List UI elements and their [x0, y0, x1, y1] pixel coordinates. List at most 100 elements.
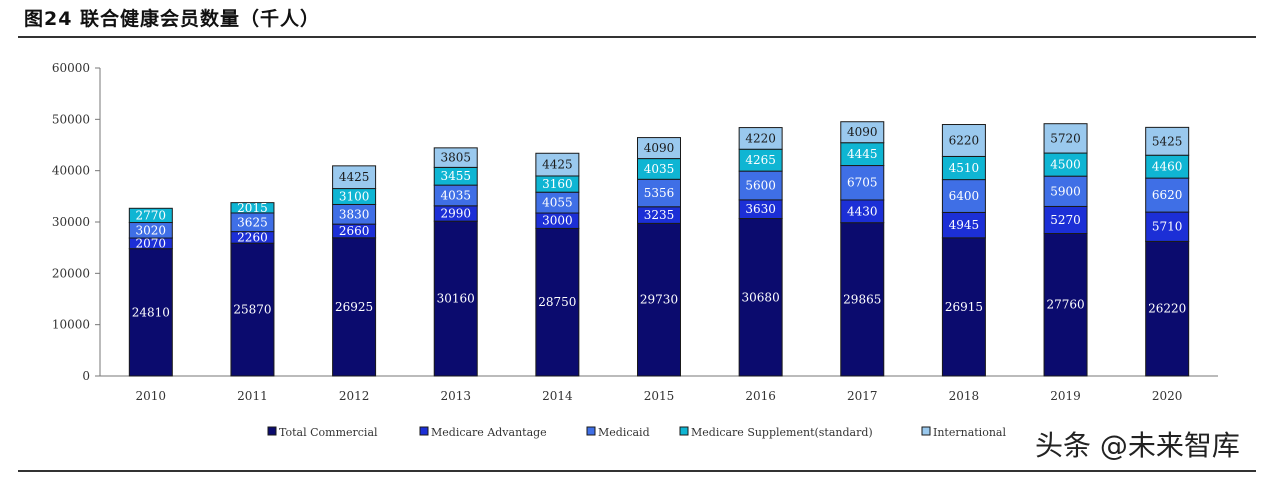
- bar-segment: [128, 207, 173, 224]
- legend: Total Commercial Medicare Advantage Medica…: [267, 426, 1006, 439]
- segment-data-label: 2260: [237, 230, 268, 244]
- segment-data-label: 26220: [1148, 302, 1186, 316]
- bar-segment: [738, 170, 783, 201]
- segment-data-label: 26925: [335, 300, 373, 314]
- legend-label: Total Commercial: [279, 426, 378, 439]
- legend-label: Medicare Advantage: [431, 426, 547, 439]
- top-rule: [18, 36, 1256, 38]
- segment-data-label: 4510: [949, 161, 980, 175]
- bar-segment: [941, 211, 986, 239]
- legend-swatch: [679, 426, 689, 436]
- segment-data-label: 5425: [1152, 134, 1183, 148]
- segment-data-label: 4460: [1152, 160, 1183, 174]
- segment-data-label: 27760: [1046, 298, 1084, 312]
- axes: 0 10000 20000 30000 40000 50000 60000 2010 2011 2…: [52, 61, 1218, 403]
- segment-data-label: 4220: [745, 131, 776, 145]
- x-tick-label: 2012: [339, 389, 370, 403]
- segment-data-label: 3160: [542, 177, 573, 191]
- segment-data-label: 2990: [440, 207, 471, 221]
- y-tick-label: 40000: [52, 164, 90, 178]
- segment-data-label: 4090: [644, 141, 675, 155]
- bar-segment: [941, 124, 986, 157]
- bar-segment: [1145, 177, 1190, 213]
- legend-swatch: [419, 426, 429, 436]
- y-tick-label: 60000: [52, 61, 90, 75]
- segment-data-label: 4090: [847, 125, 878, 139]
- bar-segment: [840, 165, 885, 201]
- segment-data-label: 2015: [237, 201, 268, 215]
- x-tick-label: 2013: [440, 389, 471, 403]
- chart-title: 图24 联合健康会员数量（千人）: [24, 8, 321, 30]
- legend-swatch: [921, 426, 931, 436]
- bar-segment: [433, 220, 478, 377]
- y-tick-label: 30000: [52, 215, 90, 229]
- segment-data-label: 5270: [1050, 213, 1081, 227]
- legend-label: International: [933, 426, 1006, 439]
- bar-segment: [637, 222, 681, 377]
- bar-segment: [941, 237, 986, 377]
- segment-data-label: 2770: [136, 208, 167, 222]
- bar-segment: [535, 227, 580, 377]
- segment-data-label: 4945: [949, 218, 980, 232]
- y-tick-label: 20000: [52, 266, 90, 280]
- segment-data-label: 25870: [233, 303, 271, 317]
- legend-label: Medicaid: [598, 426, 650, 439]
- segment-data-label: 3830: [339, 207, 370, 221]
- x-tick-label: 2018: [949, 389, 980, 403]
- segment-data-label: 28750: [538, 295, 576, 309]
- segment-data-label: 3235: [644, 208, 675, 222]
- segment-data-label: 3455: [440, 169, 471, 183]
- segment-data-label: 4445: [847, 147, 878, 161]
- segment-data-label: 4035: [644, 162, 675, 176]
- segment-data-label: 26915: [945, 300, 983, 314]
- bar-segment: [230, 242, 275, 377]
- segment-data-label: 29730: [640, 293, 678, 307]
- segment-data-label: 24810: [132, 305, 170, 319]
- bar-segment: [230, 202, 275, 214]
- segment-data-label: 3625: [237, 215, 268, 229]
- segment-data-label: 5900: [1050, 184, 1081, 198]
- bar-segment: [1145, 211, 1190, 242]
- segment-data-label: 5710: [1152, 220, 1183, 234]
- bar-segment: [941, 179, 986, 213]
- segment-data-label: 29865: [843, 292, 881, 306]
- bar-segment: [1145, 240, 1190, 377]
- segment-data-label: 4265: [745, 153, 776, 167]
- bar-segment: [128, 248, 173, 377]
- segment-data-label: 3805: [440, 151, 471, 165]
- bar-segment: [332, 165, 377, 190]
- segment-data-label: 4425: [542, 158, 573, 172]
- segment-data-label: 30160: [437, 292, 475, 306]
- bar-segment: [332, 237, 377, 377]
- segment-data-label: 3100: [339, 190, 370, 204]
- y-tick-label: 0: [82, 369, 90, 383]
- legend-swatch: [267, 426, 277, 436]
- x-tick-label: 2011: [237, 389, 268, 403]
- bar-segment: [840, 121, 885, 144]
- x-tick-label: 2017: [847, 389, 878, 403]
- segment-data-label: 5356: [644, 186, 675, 200]
- segment-data-label: 3630: [745, 202, 776, 216]
- y-tick-label: 10000: [52, 318, 90, 332]
- segment-data-label: 4430: [847, 204, 878, 218]
- segment-data-label: 3000: [542, 214, 573, 228]
- segment-data-label: 6220: [949, 133, 980, 147]
- segment-data-label: 5720: [1050, 131, 1081, 145]
- x-tick-label: 2020: [1152, 389, 1183, 403]
- watermark-text: 头条 @未来智库: [1035, 429, 1240, 462]
- segment-data-label: 4055: [542, 196, 573, 210]
- segment-data-label: 30680: [742, 290, 780, 304]
- segment-data-label: 4500: [1050, 158, 1081, 172]
- bar-segment: [433, 147, 478, 168]
- x-tick-label: 2015: [644, 389, 675, 403]
- segment-data-label: 5600: [745, 179, 776, 193]
- segment-data-label: 6705: [847, 176, 878, 190]
- x-tick-label: 2014: [542, 389, 573, 403]
- segment-data-label: 3020: [136, 223, 167, 237]
- y-tick-label: 50000: [52, 112, 90, 126]
- x-tick-label: 2019: [1050, 389, 1081, 403]
- bottom-rule: [18, 470, 1256, 472]
- segment-data-label: 2070: [136, 236, 167, 250]
